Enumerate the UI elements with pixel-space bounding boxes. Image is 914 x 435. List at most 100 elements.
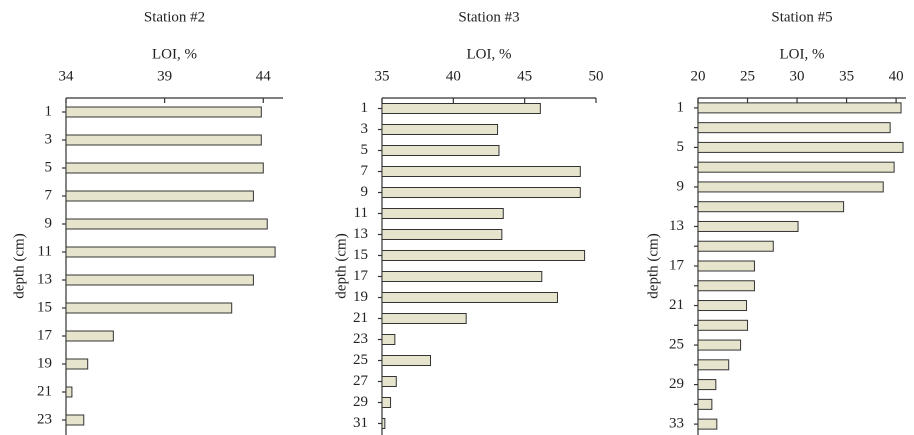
y-tick-label: 13 bbox=[669, 218, 684, 234]
y-tick-label: 1 bbox=[677, 99, 685, 115]
y-tick-label: 29 bbox=[353, 394, 368, 410]
bar bbox=[65, 414, 85, 426]
bar bbox=[697, 339, 742, 351]
y-tick-label: 5 bbox=[677, 139, 685, 155]
y-tick-label: 21 bbox=[353, 310, 368, 326]
bar bbox=[697, 280, 755, 292]
bar bbox=[65, 134, 262, 146]
bar bbox=[65, 358, 89, 370]
bar bbox=[65, 302, 233, 314]
x-tick-label: 40 bbox=[446, 68, 461, 84]
bar bbox=[697, 122, 891, 134]
bar bbox=[65, 330, 114, 342]
bar bbox=[381, 250, 586, 261]
bar bbox=[65, 274, 254, 286]
y-tick-label: 19 bbox=[37, 355, 52, 371]
bar bbox=[381, 166, 581, 177]
x-axis-label: LOI, % bbox=[152, 46, 197, 62]
bar bbox=[65, 386, 73, 398]
bar bbox=[697, 379, 717, 391]
bar bbox=[381, 103, 541, 114]
x-tick-label: 44 bbox=[256, 68, 272, 84]
bar bbox=[697, 359, 730, 371]
bar bbox=[381, 334, 396, 345]
y-tick-label: 27 bbox=[353, 373, 369, 389]
y-tick-label: 23 bbox=[37, 411, 52, 427]
y-axis-label: depth (cm) bbox=[333, 233, 349, 298]
y-tick-label: 21 bbox=[37, 383, 52, 399]
y-tick-label: 31 bbox=[353, 415, 368, 431]
y-tick-label: 21 bbox=[669, 297, 684, 313]
y-tick-label: 5 bbox=[361, 142, 369, 158]
bar bbox=[697, 319, 749, 331]
y-axis-label: depth (cm) bbox=[645, 233, 661, 298]
bar bbox=[697, 220, 799, 232]
y-tick-label: 1 bbox=[45, 103, 53, 119]
bar bbox=[65, 246, 276, 258]
bar bbox=[381, 397, 392, 408]
bar bbox=[697, 141, 904, 153]
bar bbox=[381, 187, 581, 198]
x-tick-label: 45 bbox=[517, 68, 532, 84]
x-tick-label: 30 bbox=[790, 68, 805, 84]
bar bbox=[697, 201, 845, 213]
bar bbox=[697, 398, 713, 410]
x-tick-label: 35 bbox=[839, 68, 854, 84]
panel-title: Station #5 bbox=[771, 9, 832, 25]
bar bbox=[697, 418, 718, 430]
y-tick-label: 9 bbox=[677, 178, 685, 194]
y-tick-label: 25 bbox=[353, 352, 368, 368]
bar bbox=[381, 313, 467, 324]
x-tick-label: 20 bbox=[691, 68, 706, 84]
bar bbox=[381, 145, 500, 156]
y-tick-label: 11 bbox=[354, 205, 368, 221]
y-tick-label: 15 bbox=[353, 247, 368, 263]
bar bbox=[381, 418, 386, 429]
y-tick-label: 29 bbox=[669, 376, 684, 392]
y-tick-label: 3 bbox=[45, 131, 53, 147]
bar bbox=[381, 376, 397, 387]
x-tick-label: 34 bbox=[59, 68, 75, 84]
bar bbox=[697, 161, 895, 173]
y-tick-label: 17 bbox=[353, 268, 369, 284]
y-tick-label: 9 bbox=[361, 184, 369, 200]
x-axis-label: LOI, % bbox=[467, 46, 512, 62]
bar bbox=[65, 190, 254, 202]
y-tick-label: 33 bbox=[669, 416, 684, 432]
y-tick-label: 1 bbox=[361, 100, 369, 116]
y-tick-label: 7 bbox=[361, 163, 369, 179]
y-tick-label: 3 bbox=[361, 121, 369, 137]
y-axis-label: depth (cm) bbox=[11, 233, 27, 298]
bar bbox=[697, 260, 755, 272]
bar bbox=[381, 271, 543, 282]
y-tick-label: 17 bbox=[37, 327, 53, 343]
x-tick-label: 25 bbox=[740, 68, 755, 84]
panel-title: Station #3 bbox=[458, 9, 519, 25]
y-tick-label: 15 bbox=[37, 299, 52, 315]
bar bbox=[65, 162, 264, 174]
x-axis-label: LOI, % bbox=[780, 46, 825, 62]
y-tick-label: 5 bbox=[45, 159, 53, 175]
y-tick-label: 19 bbox=[353, 289, 368, 305]
x-tick-label: 50 bbox=[589, 68, 604, 84]
y-tick-label: 17 bbox=[669, 257, 685, 273]
bar bbox=[65, 218, 268, 230]
bar bbox=[381, 292, 558, 303]
bar bbox=[381, 229, 503, 240]
y-tick-label: 7 bbox=[45, 187, 53, 203]
y-tick-label: 9 bbox=[45, 215, 53, 231]
y-tick-label: 23 bbox=[353, 331, 368, 347]
y-tick-label: 13 bbox=[353, 226, 368, 242]
bar bbox=[697, 240, 774, 252]
panel-title: Station #2 bbox=[144, 9, 205, 25]
bar bbox=[381, 208, 504, 219]
y-tick-label: 13 bbox=[37, 271, 52, 287]
bar bbox=[381, 355, 432, 366]
x-tick-label: 40 bbox=[889, 68, 904, 84]
bar bbox=[697, 181, 884, 193]
x-tick-label: 39 bbox=[157, 68, 172, 84]
y-tick-label: 11 bbox=[38, 243, 52, 259]
y-tick-label: 25 bbox=[669, 336, 684, 352]
bar bbox=[65, 106, 262, 118]
